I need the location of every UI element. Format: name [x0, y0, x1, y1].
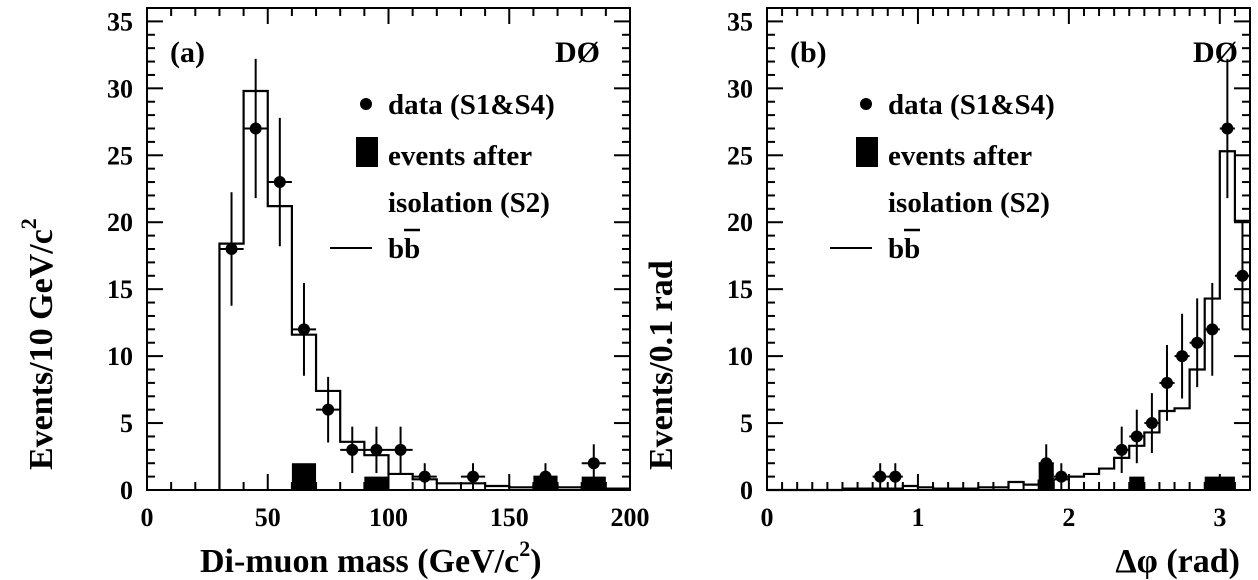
data-point-b: [874, 470, 887, 483]
data-point-b: [1176, 350, 1189, 363]
legend-mc-label-a: bb: [388, 233, 420, 265]
y-tick-label-b: 0: [740, 476, 753, 505]
legend-iso-label-b-2: isolation (S2): [888, 187, 1050, 219]
y-tick-label-b: 10: [727, 342, 753, 371]
x-tick-label-b: 3: [1213, 503, 1226, 532]
isolated-bar-b: [1038, 463, 1054, 490]
data-point-a: [418, 470, 431, 483]
data-point-a: [249, 122, 262, 135]
x-tick-label-a: 100: [369, 503, 408, 532]
legend-mc-label-b: bb: [888, 233, 920, 265]
legend-iso-marker-b: [856, 137, 878, 167]
legend-iso-label-b-1: events after: [888, 140, 1032, 172]
y-tick-label-b: 25: [727, 141, 753, 170]
panel-a: (a) DØ data (S1&S4) events after isolati…: [16, 36, 600, 580]
data-point-b: [1236, 269, 1249, 282]
data-point-a: [225, 243, 238, 255]
legend-iso-marker-a: [356, 137, 378, 167]
y-axis-label-a: Events/10 GeV/c2: [16, 218, 60, 470]
data-point-b: [1130, 430, 1143, 443]
y-tick-label-b: 30: [727, 74, 753, 103]
isolated-bar-a: [291, 463, 317, 490]
y-tick-label-a: 10: [107, 342, 133, 371]
data-point-b: [1206, 323, 1219, 336]
y-tick-label-a: 30: [107, 74, 133, 103]
x-axis-label-a: Di-muon mass (GeV/c2): [200, 536, 542, 580]
experiment-label-b: DØ: [1193, 36, 1238, 69]
y-tick-label-a: 0: [120, 476, 133, 505]
y-tick-label-a: 25: [107, 141, 133, 170]
legend-data-label-b: data (S1&S4): [888, 89, 1055, 121]
x-axis-label-b: Δφ (rad): [1115, 543, 1240, 580]
isolated-bar-b: [1204, 476, 1235, 490]
isolated-bar-a: [364, 476, 389, 490]
data-point-b: [889, 470, 902, 483]
y-tick-label-a: 15: [107, 275, 133, 304]
x-tick-label-b: 0: [761, 503, 774, 532]
panel-label-b: (b): [790, 36, 827, 69]
data-point-a: [273, 176, 286, 189]
y-tick-label-b: 5: [740, 409, 753, 438]
x-tick-label-a: 50: [255, 503, 281, 532]
data-point-a: [467, 470, 480, 483]
data-point-b: [1145, 417, 1158, 430]
data-point-a: [322, 403, 335, 416]
legend-data-marker-a: [360, 98, 372, 110]
isolated-bar-a: [533, 476, 558, 490]
panel-b: (b) DØ data (S1&S4) events after isolati…: [643, 36, 1240, 580]
data-point-b: [1055, 470, 1068, 483]
legend-iso-label-a-1: events after: [388, 140, 532, 172]
y-tick-label-b: 20: [727, 208, 753, 237]
data-point-a: [587, 457, 600, 470]
x-tick-label-b: 1: [911, 503, 924, 532]
y-tick-label-a: 35: [107, 7, 133, 36]
legend-iso-label-a-2: isolation (S2): [388, 187, 550, 219]
panel-label-a: (a): [170, 36, 205, 69]
data-point-b: [1221, 122, 1234, 135]
data-point-b: [1160, 376, 1173, 389]
x-tick-label-a: 200: [611, 503, 650, 532]
legend-data-marker-b: [860, 98, 872, 110]
y-tick-label-b: 35: [727, 7, 753, 36]
data-point-a: [346, 443, 359, 456]
x-tick-label-a: 0: [141, 503, 154, 532]
x-tick-label-a: 150: [490, 503, 529, 532]
experiment-label-a: DØ: [555, 36, 600, 69]
data-point-b: [1191, 336, 1204, 349]
isolated-bar-b: [1129, 476, 1145, 490]
y-axis-label-b: Events/0.1 rad: [643, 260, 680, 470]
x-tick-label-b: 2: [1062, 503, 1075, 532]
data-point-a: [394, 443, 407, 456]
data-point-a: [297, 323, 310, 336]
y-tick-label-b: 15: [727, 275, 753, 304]
data-point-a: [370, 443, 383, 456]
y-tick-label-a: 20: [107, 208, 133, 237]
legend-data-label-a: data (S1&S4): [388, 89, 555, 121]
data-point-b: [1115, 443, 1128, 456]
y-tick-label-a: 5: [120, 409, 133, 438]
isolated-bar-a: [581, 476, 606, 490]
